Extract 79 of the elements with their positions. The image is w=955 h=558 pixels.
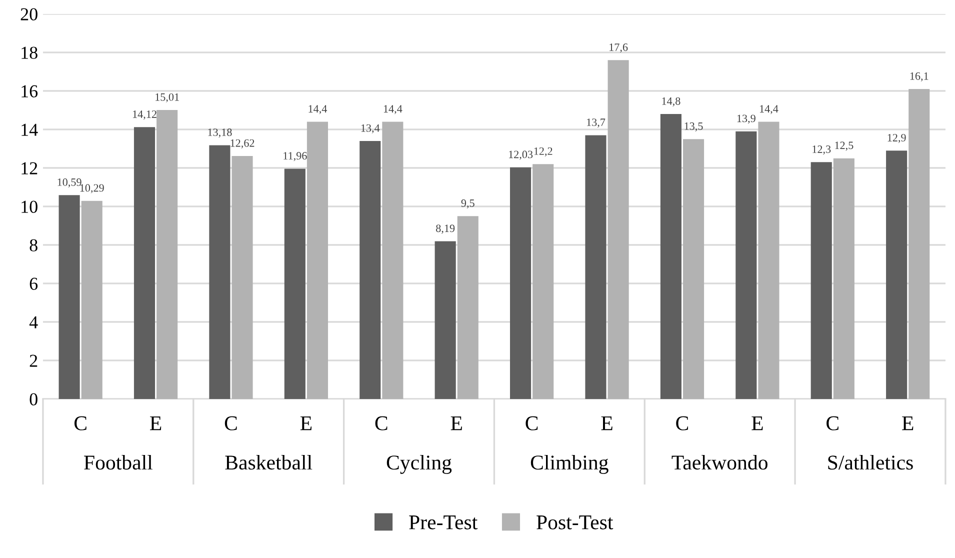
data-label: 9,5 bbox=[461, 199, 474, 208]
data-label: 12,03 bbox=[509, 150, 533, 160]
x-tick-label: E bbox=[450, 416, 462, 430]
x-tick-label: C bbox=[224, 416, 237, 430]
bar bbox=[58, 195, 80, 399]
x-tick-label: C bbox=[526, 416, 538, 430]
data-label: 12,62 bbox=[230, 139, 254, 148]
bar bbox=[682, 139, 704, 399]
y-tick-label: 4 bbox=[29, 316, 38, 328]
data-label: 14,4 bbox=[308, 105, 328, 114]
data-label: 10,59 bbox=[58, 178, 82, 188]
data-label: 12,9 bbox=[888, 134, 906, 144]
data-label: 14,4 bbox=[760, 105, 778, 114]
y-tick-label: 2 bbox=[30, 354, 38, 367]
legend-label: Post-Test bbox=[536, 516, 614, 530]
bar bbox=[306, 122, 328, 399]
data-label: 13,18 bbox=[208, 128, 232, 138]
data-label: 16,1 bbox=[910, 72, 928, 82]
y-tick-label: 14 bbox=[22, 124, 38, 136]
data-label: 14,8 bbox=[662, 97, 680, 106]
bar bbox=[608, 60, 629, 399]
data-label: 10,29 bbox=[80, 184, 104, 194]
bar bbox=[758, 122, 780, 399]
bar bbox=[510, 167, 532, 399]
data-label: 14,12 bbox=[132, 110, 156, 120]
x-tick-label: E bbox=[752, 416, 763, 430]
bar bbox=[736, 131, 757, 399]
x-tick-label: C bbox=[826, 416, 838, 430]
x-tick-label: C bbox=[74, 416, 86, 430]
y-tick-label: 16 bbox=[22, 85, 38, 98]
text: Football bbox=[84, 454, 152, 470]
bar bbox=[457, 216, 478, 399]
data-label: 13,7 bbox=[586, 118, 606, 128]
bar bbox=[810, 162, 832, 399]
x-tick-label: E bbox=[601, 416, 612, 430]
x-tick-label: C bbox=[375, 416, 388, 430]
data-label: 13,9 bbox=[737, 114, 756, 124]
bar bbox=[134, 127, 156, 399]
bar bbox=[284, 168, 306, 399]
x-tick-label: E bbox=[300, 416, 312, 430]
x-tick-label: E bbox=[150, 416, 162, 430]
bar bbox=[81, 200, 102, 399]
x-tick-label: E bbox=[902, 416, 914, 430]
data-label: 12,3 bbox=[812, 146, 831, 155]
data-label: 11,96 bbox=[284, 152, 307, 162]
text: S/athletics bbox=[828, 454, 913, 470]
y-tick-label: 18 bbox=[22, 46, 38, 59]
data-label: 17,6 bbox=[610, 43, 628, 53]
data-label: 13,5 bbox=[684, 122, 703, 132]
bar bbox=[660, 114, 682, 399]
legend-label: Pre-Test bbox=[409, 516, 478, 530]
bar bbox=[382, 122, 404, 399]
y-tick-label: 8 bbox=[30, 239, 38, 252]
y-tick-label: 0 bbox=[30, 393, 38, 406]
data-label: 14,4 bbox=[384, 105, 402, 114]
bar bbox=[532, 164, 554, 399]
x-tick-label: C bbox=[676, 416, 688, 430]
bar bbox=[434, 241, 456, 399]
text: Taekwondo bbox=[672, 454, 768, 470]
data-label: 8,19 bbox=[436, 224, 455, 234]
text: Climbing bbox=[530, 454, 608, 474]
bar bbox=[908, 89, 930, 399]
text: Basketball bbox=[225, 454, 312, 470]
y-tick-label: 10 bbox=[22, 200, 38, 213]
data-label: 13,4 bbox=[361, 124, 380, 134]
y-tick-label: 12 bbox=[22, 162, 38, 174]
bar bbox=[585, 135, 606, 399]
bar bbox=[232, 156, 253, 399]
data-label: 12,5 bbox=[835, 142, 854, 151]
data-label: 12,2 bbox=[534, 147, 552, 157]
text: Cycling bbox=[386, 454, 452, 474]
bar bbox=[886, 150, 908, 399]
data-label: 15,01 bbox=[156, 93, 179, 102]
y-tick-label: 20 bbox=[20, 8, 38, 20]
y-tick-label: 6 bbox=[30, 278, 38, 290]
bar bbox=[360, 141, 381, 399]
bar bbox=[833, 158, 854, 399]
bar bbox=[209, 145, 230, 399]
bar bbox=[156, 110, 178, 399]
